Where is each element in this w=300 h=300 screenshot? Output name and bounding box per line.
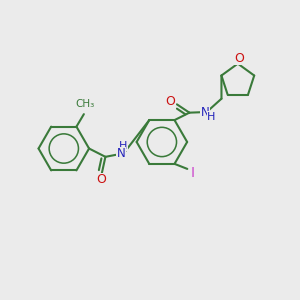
Text: H: H — [207, 112, 216, 122]
Text: N: N — [200, 106, 209, 118]
Text: O: O — [234, 52, 244, 65]
Text: H: H — [119, 141, 128, 151]
Text: O: O — [96, 173, 106, 186]
Text: O: O — [165, 95, 175, 109]
Text: CH₃: CH₃ — [75, 99, 94, 109]
Text: I: I — [190, 166, 194, 180]
Text: N: N — [116, 147, 125, 161]
